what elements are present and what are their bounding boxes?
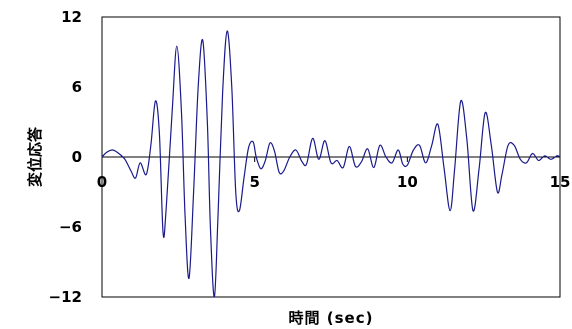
x-tick-labels: 0 5 10 15 <box>97 173 571 191</box>
y-tick-labels: 12 6 0 −6 −12 <box>49 8 82 306</box>
x-tick-label: 5 <box>249 173 259 191</box>
y-tick-label: −12 <box>49 288 82 306</box>
x-tick-marks <box>101 157 561 162</box>
y-tick-label: −6 <box>59 218 82 236</box>
x-tick-label: 0 <box>97 173 107 191</box>
y-tick-label: 12 <box>61 8 82 26</box>
y-tick-label: 6 <box>72 78 82 96</box>
y-axis-label: 変位応答 <box>26 126 44 187</box>
x-tick-label: 15 <box>550 173 571 191</box>
y-tick-label: 0 <box>72 148 82 166</box>
x-axis-label: 時間 (sec) <box>289 309 374 327</box>
series-line <box>101 30 561 298</box>
x-tick-label: 10 <box>397 173 418 191</box>
